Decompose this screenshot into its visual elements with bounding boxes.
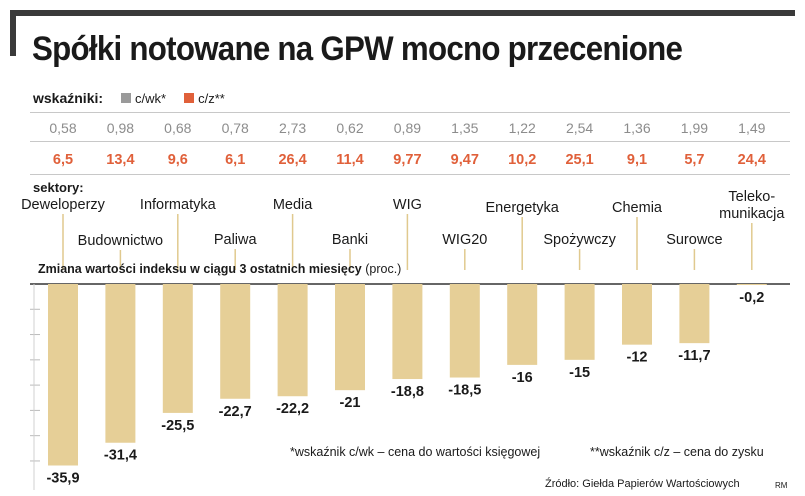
bar: [564, 284, 595, 360]
cwk-value: 0,89: [394, 120, 421, 136]
sector-label: Energetyka: [486, 200, 560, 216]
sector-label: Media: [273, 197, 313, 213]
bar-value-label: -31,4: [104, 448, 137, 464]
sector-label: Banki: [332, 232, 368, 248]
frame-top-border: [10, 10, 795, 16]
cz-value: 26,4: [278, 152, 306, 168]
source-note: Źródło: Giełda Papierów Wartościowych: [545, 478, 740, 490]
footnote-cwk: *wskaźnik c/wk – cena do wartości księgo…: [290, 445, 541, 459]
cwk-value: 1,22: [509, 120, 536, 136]
sector-label: Paliwa: [214, 232, 258, 248]
divider-line: [30, 112, 790, 113]
cwk-value: 1,36: [623, 120, 650, 136]
divider-line: [30, 141, 790, 142]
cwk-value: 1,35: [451, 120, 478, 136]
bar: [622, 284, 652, 345]
bar: [736, 284, 767, 286]
cz-value: 11,4: [336, 152, 363, 168]
cz-value: 9,1: [627, 152, 647, 168]
cz-value: 6,1: [225, 152, 245, 168]
divider-line: [30, 174, 790, 175]
bar: [335, 284, 365, 391]
bar: [220, 284, 251, 399]
bar: [277, 284, 308, 397]
cz-value: 10,2: [508, 152, 536, 168]
bar: [48, 284, 78, 466]
caption-bold: Zmiana wartości indeksu w ciągu 3 ostatn…: [38, 262, 362, 276]
bar-value-label: -11,7: [678, 348, 710, 364]
sector-label: WIG20: [442, 232, 487, 248]
bar: [162, 284, 193, 413]
bar-value-label: -18,8: [391, 384, 424, 400]
bar-value-label: -25,5: [161, 418, 194, 434]
sector-label: Surowce: [666, 232, 722, 248]
bar-value-label: -12: [627, 350, 648, 366]
frame-left-border: [10, 10, 16, 56]
bar-value-label: -22,2: [276, 401, 309, 417]
legend-item-cz: c/z**: [184, 91, 225, 106]
legend-label: wskaźniki:: [33, 90, 104, 106]
legend-swatch-cwk: [121, 93, 132, 103]
cz-value: 9,77: [393, 152, 421, 168]
footnote-cz: **wskaźnik c/z – cena do zysku: [590, 445, 764, 459]
cwk-value: 1,99: [681, 120, 708, 136]
bar-value-label: -18,5: [448, 383, 481, 399]
author-initials: RM: [775, 481, 788, 490]
chart-title: Spółki notowane na GPW mocno przecenione: [32, 30, 683, 68]
cwk-value: 2,73: [279, 120, 306, 136]
legend-text-cwk: c/wk*: [135, 90, 167, 106]
sectors-label: sektory:: [33, 180, 84, 195]
sector-label: Budownictwo: [78, 233, 163, 249]
bar-value-label: -35,9: [46, 470, 79, 486]
bar-value-label: -22,7: [219, 404, 252, 420]
cwk-value: 0,62: [336, 120, 363, 136]
bar: [679, 284, 710, 344]
cwk-value: 0,98: [107, 120, 134, 136]
chart-caption: Zmiana wartości indeksu w ciągu 3 ostatn…: [38, 262, 401, 276]
sector-label: Teleko-munikacja: [719, 189, 785, 222]
cz-value: 6,5: [53, 152, 73, 168]
bar: [105, 284, 136, 443]
cz-value: 13,4: [106, 152, 134, 168]
sector-label: Deweloperzy: [21, 197, 106, 213]
cwk-value: 0,58: [49, 120, 76, 136]
bar-value-label: -16: [512, 370, 533, 386]
bar-value-label: -21: [340, 395, 361, 411]
bar-value-label: -15: [569, 365, 590, 381]
bar: [449, 284, 480, 378]
bar-value-label: -0,2: [739, 290, 764, 306]
cz-value: 25,1: [565, 152, 593, 168]
cwk-value: 0,78: [222, 120, 249, 136]
sector-label: WIG: [393, 197, 422, 213]
cz-value: 9,6: [168, 152, 188, 168]
legend-text-cz: c/z**: [198, 90, 225, 106]
legend-item-cwk: c/wk*: [121, 91, 166, 106]
caption-unit: (proc.): [365, 262, 402, 276]
bar: [392, 284, 423, 380]
cz-value: 5,7: [684, 152, 704, 168]
sector-label: Spożywczy: [543, 232, 616, 248]
cwk-value: 0,68: [164, 120, 191, 136]
cwk-value: 2,54: [566, 120, 593, 136]
cz-value: 9,47: [451, 152, 479, 168]
bar: [507, 284, 538, 365]
legend: wskaźniki: c/wk* c/z**: [33, 90, 225, 106]
sector-label: Informatyka: [140, 197, 217, 213]
cwk-value: 1,49: [738, 120, 765, 136]
legend-swatch-cz: [184, 93, 195, 103]
sector-label: Chemia: [612, 200, 663, 216]
cz-value: 24,4: [738, 152, 766, 168]
